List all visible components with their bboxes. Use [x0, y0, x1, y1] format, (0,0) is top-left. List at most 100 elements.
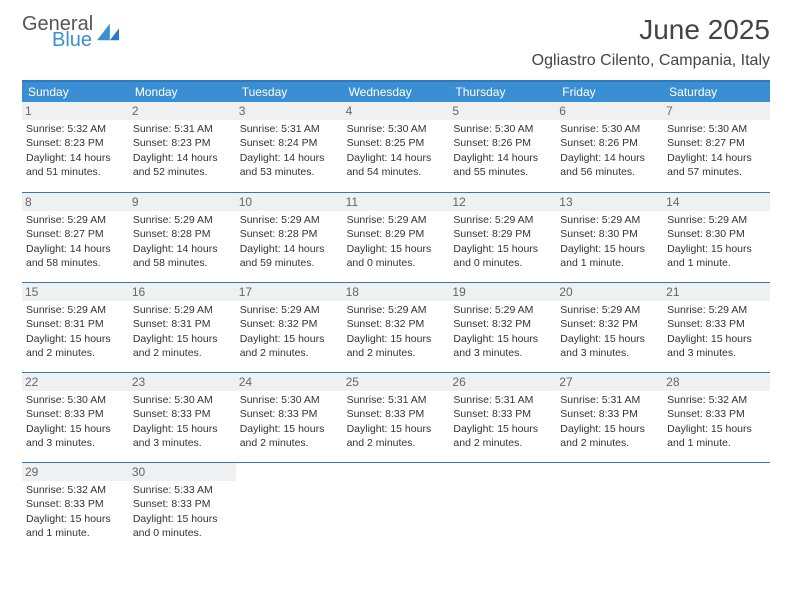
calendar-cell: .: [556, 462, 663, 552]
calendar-cell: 26Sunrise: 5:31 AMSunset: 8:33 PMDayligh…: [449, 372, 556, 462]
day-number: 13: [556, 193, 663, 211]
day-number: 21: [663, 283, 770, 301]
calendar-cell: 25Sunrise: 5:31 AMSunset: 8:33 PMDayligh…: [343, 372, 450, 462]
sunrise-line: Sunrise: 5:30 AM: [26, 393, 125, 407]
sunrise-line: Sunrise: 5:29 AM: [667, 213, 766, 227]
sunrise-line: Sunrise: 5:30 AM: [133, 393, 232, 407]
sunrise-line: Sunrise: 5:29 AM: [347, 213, 446, 227]
calendar-cell: 11Sunrise: 5:29 AMSunset: 8:29 PMDayligh…: [343, 192, 450, 282]
calendar-cell: .: [449, 462, 556, 552]
calendar-cell: 22Sunrise: 5:30 AMSunset: 8:33 PMDayligh…: [22, 372, 129, 462]
calendar-cell: 2Sunrise: 5:31 AMSunset: 8:23 PMDaylight…: [129, 102, 236, 192]
sunset-line: Sunset: 8:33 PM: [133, 407, 232, 421]
daylight-line: Daylight: 14 hours and 59 minutes.: [240, 242, 339, 270]
sunset-line: Sunset: 8:29 PM: [453, 227, 552, 241]
daylight-line: Daylight: 15 hours and 3 minutes.: [453, 332, 552, 360]
daylight-line: Daylight: 14 hours and 55 minutes.: [453, 151, 552, 179]
day-number: 9: [129, 193, 236, 211]
sunset-line: Sunset: 8:33 PM: [240, 407, 339, 421]
daylight-line: Daylight: 15 hours and 1 minute.: [667, 242, 766, 270]
sunset-line: Sunset: 8:26 PM: [560, 136, 659, 150]
calendar-cell: .: [236, 462, 343, 552]
day-number: 27: [556, 373, 663, 391]
calendar-body: 1Sunrise: 5:32 AMSunset: 8:23 PMDaylight…: [22, 102, 770, 552]
daylight-line: Daylight: 15 hours and 1 minute.: [560, 242, 659, 270]
calendar-header-row: SundayMondayTuesdayWednesdayThursdayFrid…: [22, 82, 770, 102]
calendar-cell: 27Sunrise: 5:31 AMSunset: 8:33 PMDayligh…: [556, 372, 663, 462]
daylight-line: Daylight: 15 hours and 0 minutes.: [453, 242, 552, 270]
day-number: 22: [22, 373, 129, 391]
sunrise-line: Sunrise: 5:29 AM: [133, 303, 232, 317]
location-subtitle: Ogliastro Cilento, Campania, Italy: [532, 52, 770, 70]
calendar-cell: 19 Sunrise: 5:29 AMSunset: 8:32 PMDayligh…: [449, 282, 556, 372]
day-number: 6: [556, 102, 663, 120]
day-number: 19: [449, 283, 556, 301]
day-number: 12: [449, 193, 556, 211]
header: General Blue June 2025 Ogliastro Cilento…: [0, 0, 792, 74]
calendar: SundayMondayTuesdayWednesdayThursdayFrid…: [22, 80, 770, 552]
day-number: 5: [449, 102, 556, 120]
calendar-cell: 1Sunrise: 5:32 AMSunset: 8:23 PMDaylight…: [22, 102, 129, 192]
calendar-cell: 3Sunrise: 5:31 AMSunset: 8:24 PMDaylight…: [236, 102, 343, 192]
sunset-line: Sunset: 8:29 PM: [347, 227, 446, 241]
sunset-line: Sunset: 8:33 PM: [453, 407, 552, 421]
sunset-line: Sunset: 8:25 PM: [347, 136, 446, 150]
daylight-line: Daylight: 15 hours and 1 minute.: [667, 422, 766, 450]
calendar-cell: 14Sunrise: 5:29 AMSunset: 8:30 PMDayligh…: [663, 192, 770, 282]
sunset-line: Sunset: 8:26 PM: [453, 136, 552, 150]
day-number: 2: [129, 102, 236, 120]
sunset-line: Sunset: 8:33 PM: [347, 407, 446, 421]
day-number: 20: [556, 283, 663, 301]
day-number: 1: [22, 102, 129, 120]
calendar-cell: 6Sunrise: 5:30 AMSunset: 8:26 PMDaylight…: [556, 102, 663, 192]
daylight-line: Daylight: 14 hours and 57 minutes.: [667, 151, 766, 179]
sunrise-line: Sunrise: 5:31 AM: [453, 393, 552, 407]
sunrise-line: Sunrise: 5:29 AM: [240, 303, 339, 317]
daylight-line: Daylight: 15 hours and 2 minutes.: [240, 332, 339, 360]
sunrise-line: Sunrise: 5:29 AM: [26, 213, 125, 227]
daylight-line: Daylight: 15 hours and 2 minutes.: [347, 422, 446, 450]
weekday-header: Tuesday: [236, 82, 343, 102]
sunset-line: Sunset: 8:31 PM: [26, 317, 125, 331]
sunrise-line: Sunrise: 5:29 AM: [133, 213, 232, 227]
daylight-line: Daylight: 15 hours and 2 minutes.: [26, 332, 125, 360]
sunset-line: Sunset: 8:27 PM: [667, 136, 766, 150]
weekday-header: Wednesday: [343, 82, 450, 102]
sunrise-line: Sunrise: 5:31 AM: [347, 393, 446, 407]
day-number: 4: [343, 102, 450, 120]
title-block: June 2025 Ogliastro Cilento, Campania, I…: [532, 14, 770, 70]
logo: General Blue: [22, 14, 119, 50]
calendar-cell: 23Sunrise: 5:30 AMSunset: 8:33 PMDayligh…: [129, 372, 236, 462]
sunrise-line: Sunrise: 5:31 AM: [560, 393, 659, 407]
sunrise-line: Sunrise: 5:31 AM: [240, 122, 339, 136]
sunrise-line: Sunrise: 5:29 AM: [26, 303, 125, 317]
day-number: 29: [22, 463, 129, 481]
calendar-cell: 18Sunrise: 5:29 AMSunset: 8:32 PMDayligh…: [343, 282, 450, 372]
daylight-line: Daylight: 15 hours and 1 minute.: [26, 512, 125, 540]
sunset-line: Sunset: 8:32 PM: [453, 317, 552, 331]
sunset-line: Sunset: 8:33 PM: [133, 497, 232, 511]
calendar-cell: .: [343, 462, 450, 552]
daylight-line: Daylight: 14 hours and 56 minutes.: [560, 151, 659, 179]
day-number: 17: [236, 283, 343, 301]
calendar-cell: .: [663, 462, 770, 552]
day-number: 7: [663, 102, 770, 120]
calendar-cell: 15Sunrise: 5:29 AMSunset: 8:31 PMDayligh…: [22, 282, 129, 372]
daylight-line: Daylight: 15 hours and 2 minutes.: [240, 422, 339, 450]
daylight-line: Daylight: 14 hours and 52 minutes.: [133, 151, 232, 179]
logo-triangle-icon: [97, 23, 119, 41]
sunrise-line: Sunrise: 5:29 AM: [453, 303, 552, 317]
sunrise-line: Sunrise: 5:33 AM: [133, 483, 232, 497]
sunrise-line: Sunrise: 5:29 AM: [453, 213, 552, 227]
daylight-line: Daylight: 15 hours and 3 minutes.: [26, 422, 125, 450]
daylight-line: Daylight: 14 hours and 58 minutes.: [133, 242, 232, 270]
weekday-header: Friday: [556, 82, 663, 102]
sunset-line: Sunset: 8:33 PM: [667, 317, 766, 331]
daylight-line: Daylight: 14 hours and 51 minutes.: [26, 151, 125, 179]
calendar-cell: 7Sunrise: 5:30 AMSunset: 8:27 PMDaylight…: [663, 102, 770, 192]
daylight-line: Daylight: 15 hours and 0 minutes.: [347, 242, 446, 270]
calendar-cell: 5Sunrise: 5:30 AMSunset: 8:26 PMDaylight…: [449, 102, 556, 192]
sunset-line: Sunset: 8:33 PM: [26, 497, 125, 511]
daylight-line: Daylight: 15 hours and 2 minutes.: [347, 332, 446, 360]
calendar-cell: 13Sunrise: 5:29 AMSunset: 8:30 PMDayligh…: [556, 192, 663, 282]
